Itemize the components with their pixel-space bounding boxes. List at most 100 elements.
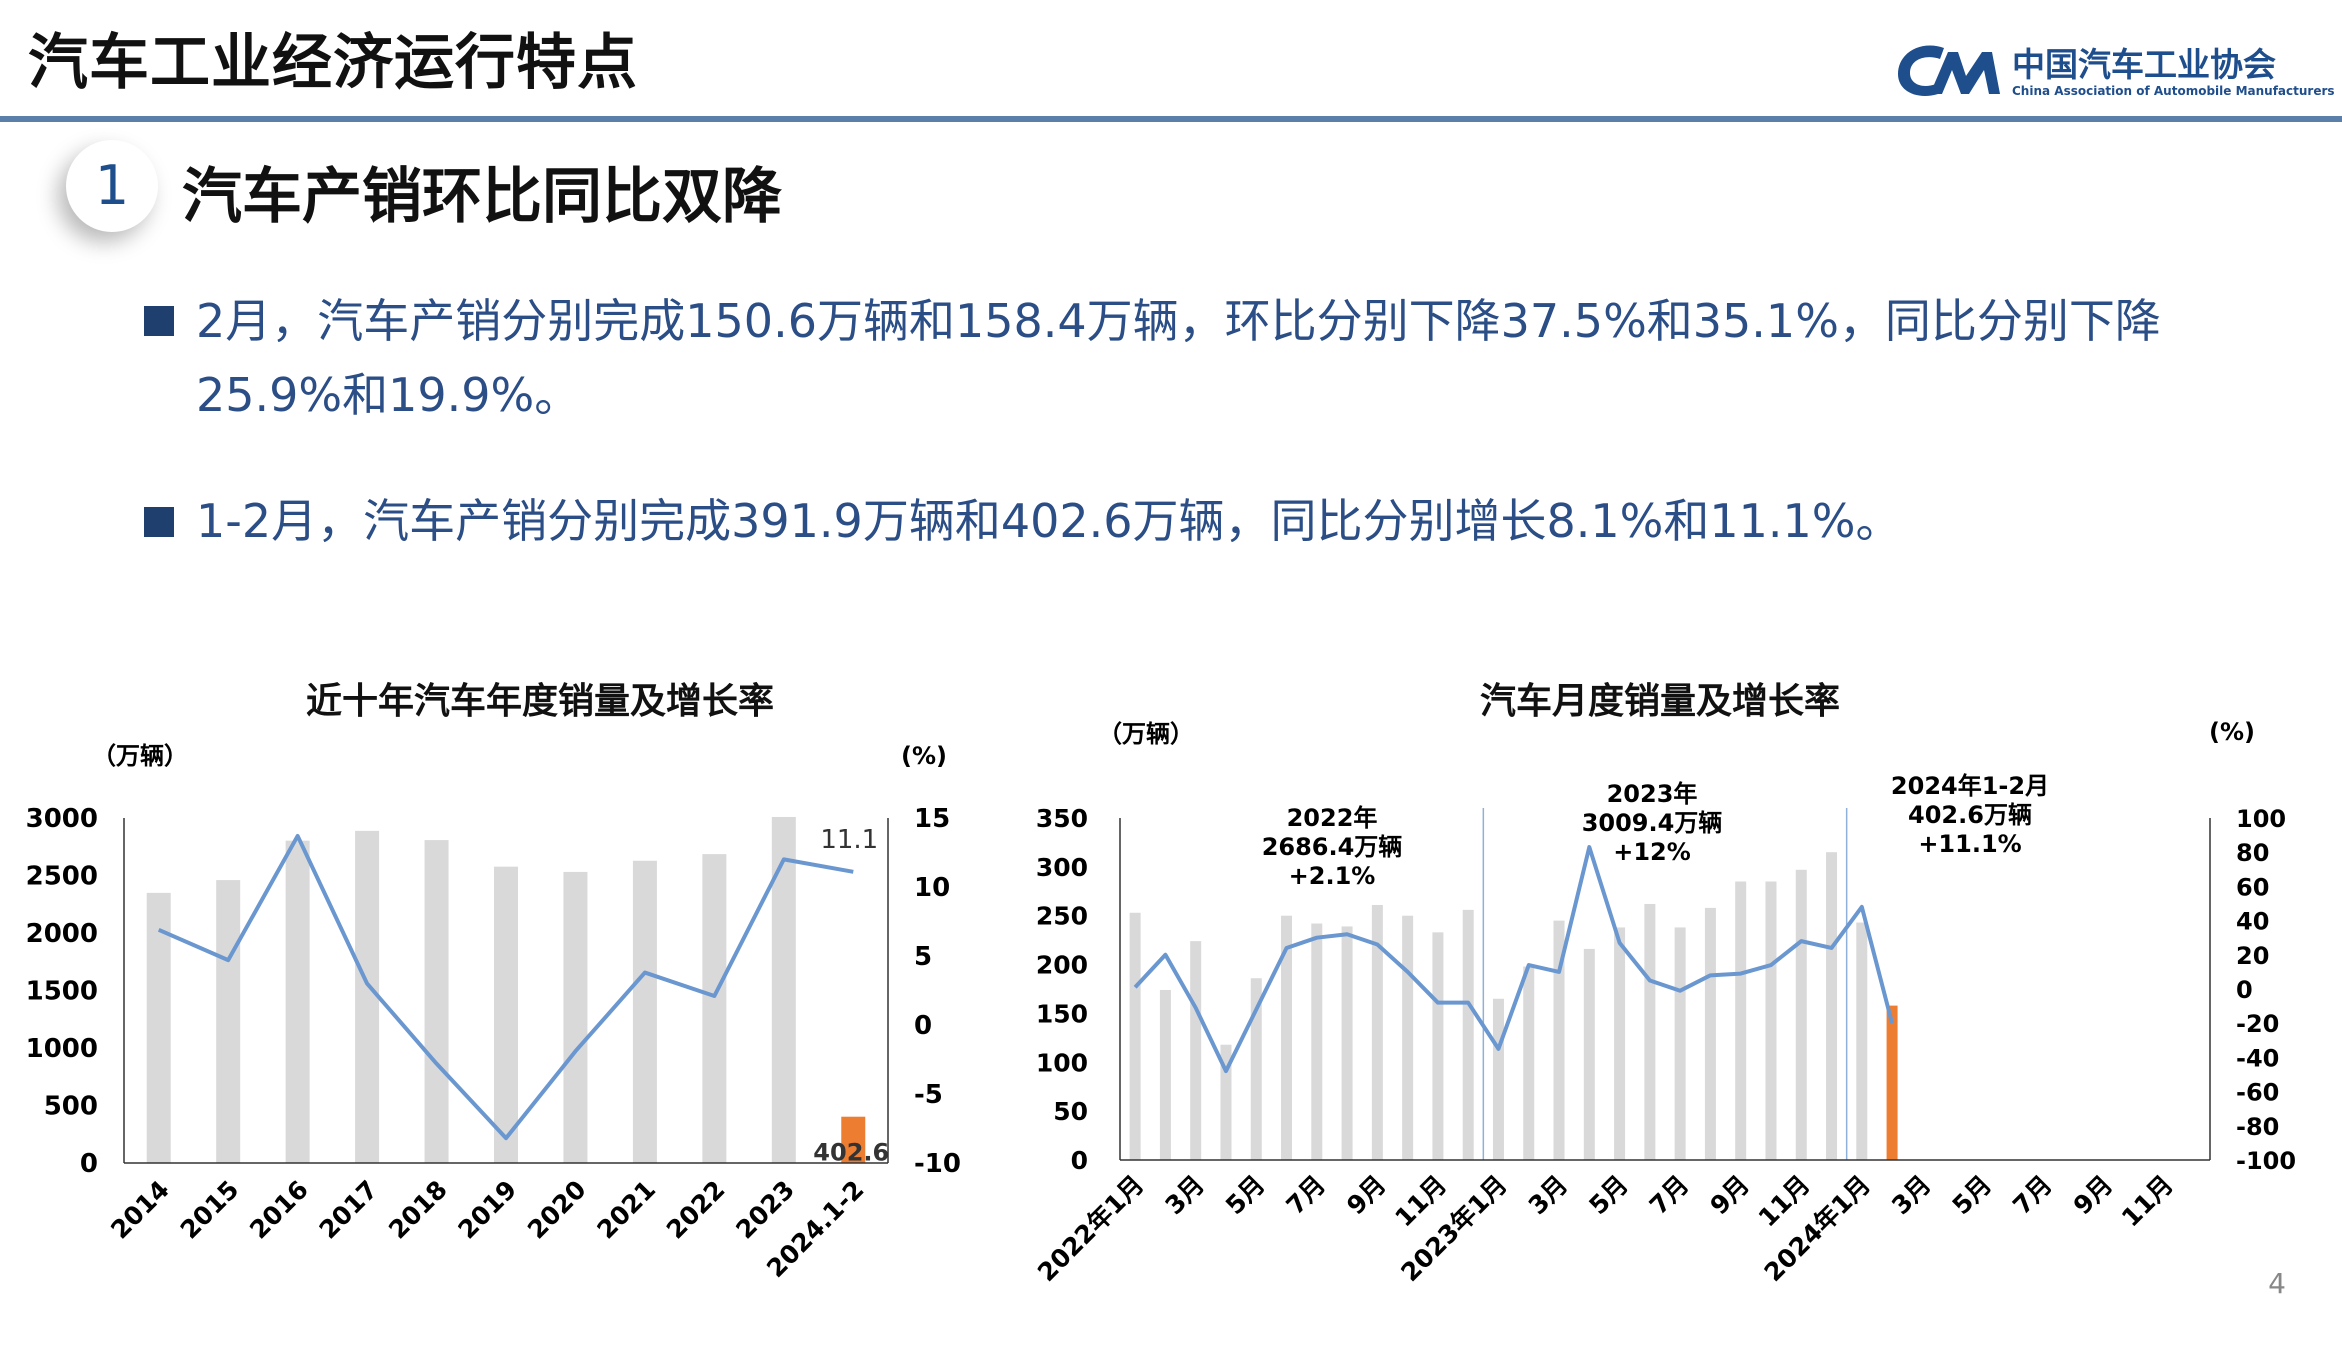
annotation-text: 2023年	[1607, 780, 1698, 808]
bar	[1371, 904, 1383, 1160]
logo-name-cn: 中国汽车工业协会	[2012, 45, 2276, 84]
y-tick-label: 3000	[26, 804, 98, 834]
annotation-text: 2686.4万辆	[1262, 833, 1403, 861]
x-tick-label: 9月	[2068, 1170, 2118, 1220]
bar	[1765, 881, 1777, 1160]
bar	[1250, 978, 1262, 1160]
x-tick-label: 5月	[1220, 1170, 1270, 1220]
y2-tick-label: 5	[914, 942, 932, 972]
y-tick-label: 100	[1036, 1048, 1088, 1077]
y2-tick-label: -80	[2236, 1113, 2279, 1141]
y2-tick-label: 0	[914, 1011, 932, 1041]
x-tick-label: 5月	[1947, 1170, 1997, 1220]
y2-tick-label: 10	[914, 873, 950, 903]
y2-tick-label: -40	[2236, 1044, 2279, 1072]
y-tick-label: 300	[1036, 853, 1088, 882]
bar	[1462, 909, 1474, 1160]
y2-tick-label: 100	[2236, 805, 2286, 833]
bar	[1402, 915, 1414, 1160]
bar	[216, 880, 241, 1163]
bar	[1341, 926, 1353, 1160]
x-tick-label: 7月	[1281, 1170, 1331, 1220]
annotation-text: 3009.4万辆	[1582, 809, 1723, 837]
y2-tick-label: -10	[914, 1149, 960, 1179]
bar	[1614, 927, 1626, 1160]
bar	[1159, 989, 1171, 1160]
section-number: 1	[66, 140, 158, 232]
bullet-marker	[144, 306, 174, 336]
chart-title-monthly: 汽车月度销量及增长率	[1479, 681, 1840, 722]
bar	[632, 860, 657, 1163]
bar	[494, 866, 518, 1163]
bar	[1492, 998, 1504, 1160]
x-tick-label: 2020	[522, 1175, 592, 1245]
y-axis-unit: （万辆）	[92, 742, 188, 770]
annotation-text: 2022年	[1287, 804, 1378, 832]
y-tick-label: 2000	[26, 919, 98, 949]
y-tick-label: 350	[1036, 804, 1088, 833]
bar	[1190, 941, 1202, 1160]
y-tick-label: 150	[1036, 999, 1088, 1028]
annotation-text: 2024年1-2月	[1891, 772, 2049, 800]
y2-axis-unit: (%)	[901, 742, 947, 770]
cam-logo-icon	[1898, 45, 2000, 96]
logo-name-en: China Association of Automobile Manufact…	[2012, 84, 2335, 98]
x-tick-label: 5月	[1583, 1170, 1633, 1220]
bar	[1735, 881, 1747, 1160]
x-tick-label: 2021	[591, 1175, 661, 1245]
bar	[1644, 903, 1656, 1160]
y-tick-label: 250	[1036, 902, 1088, 931]
page-title: 汽车工业经济运行特点	[28, 28, 638, 98]
bar	[1704, 907, 1716, 1160]
bar	[841, 1116, 866, 1163]
y2-tick-label: -5	[914, 1080, 943, 1110]
chart-title-annual: 近十年汽车年度销量及增长率	[305, 681, 774, 722]
x-tick-label: 3月	[1159, 1170, 1209, 1220]
bar	[1795, 869, 1807, 1160]
y2-tick-label: 80	[2236, 839, 2269, 867]
y-tick-label: 0	[80, 1149, 98, 1179]
bar	[285, 840, 310, 1163]
x-tick-label: 3月	[1523, 1170, 1573, 1220]
y2-tick-label: -100	[2236, 1147, 2296, 1175]
bar	[1856, 922, 1868, 1160]
y-tick-label: 2500	[26, 862, 98, 892]
x-tick-label: 2022年1月	[1032, 1170, 1149, 1287]
bar	[771, 816, 796, 1163]
x-tick-label: 3月	[1886, 1170, 1936, 1220]
x-tick-label: 2019	[453, 1175, 523, 1245]
x-tick-label: 2015	[175, 1175, 245, 1245]
x-tick-label: 7月	[2007, 1170, 2057, 1220]
bar	[702, 854, 727, 1163]
x-tick-label: 2018	[383, 1175, 453, 1245]
y-tick-label: 1500	[26, 977, 98, 1007]
annotation-text: +11.1%	[1918, 830, 2021, 858]
x-tick-label: 2016	[244, 1175, 314, 1245]
y2-axis-unit: (%)	[2209, 718, 2255, 746]
bar	[1311, 923, 1323, 1160]
x-tick-label: 9月	[1341, 1170, 1391, 1220]
y2-tick-label: -20	[2236, 1010, 2279, 1038]
annotation-text: +12%	[1613, 838, 1691, 866]
y2-tick-label: 20	[2236, 942, 2269, 970]
annual-sales-chart: （万辆） (%) 0 500 1000 1500 2000 2500 3000 -10 -5 0 5 10…	[26, 742, 960, 1283]
bar	[1432, 932, 1444, 1160]
y-tick-label: 1000	[26, 1034, 98, 1064]
monthly-sales-chart: （万辆） (%)050100150200250300350-100-80-60-4…	[1032, 718, 2296, 1287]
bar	[1129, 912, 1141, 1160]
x-tick-label: 2022	[661, 1175, 731, 1245]
bullet-marker	[144, 507, 174, 537]
x-tick-label: 11月	[2116, 1170, 2179, 1233]
bar	[355, 830, 380, 1163]
y2-tick-label: 0	[2236, 976, 2253, 1004]
growth-line	[1133, 845, 1895, 1074]
bar	[1886, 1005, 1898, 1160]
data-label-last-growth: 11.1	[820, 825, 878, 855]
bar	[563, 871, 588, 1163]
y2-tick-label: 40	[2236, 908, 2269, 936]
growth-line	[157, 833, 854, 1141]
y-axis-unit: （万辆）	[1098, 720, 1194, 748]
bar	[1281, 915, 1293, 1160]
bar	[1553, 920, 1565, 1160]
bar	[1674, 927, 1686, 1160]
